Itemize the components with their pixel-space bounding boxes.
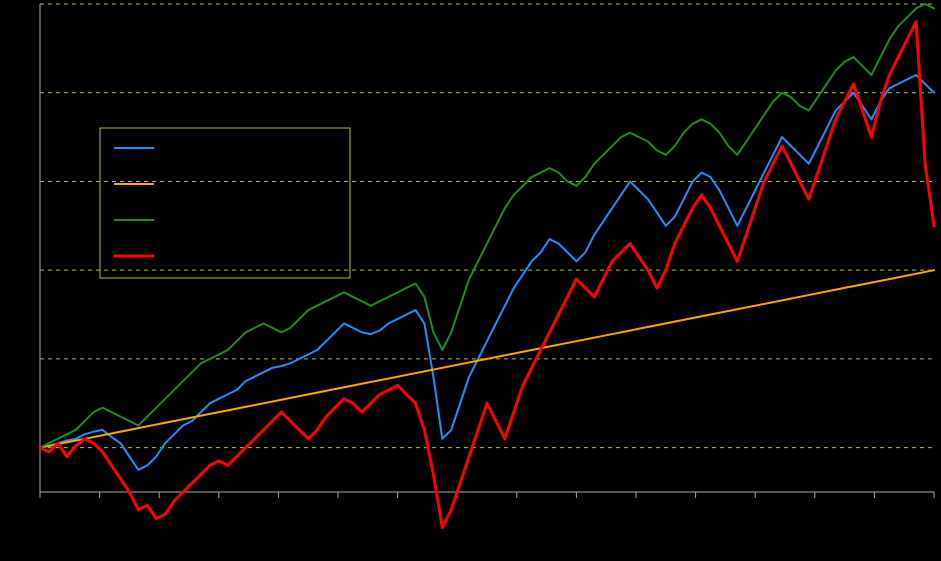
- line-chart: [0, 0, 941, 561]
- chart-background: [0, 0, 941, 561]
- chart-container: [0, 0, 941, 561]
